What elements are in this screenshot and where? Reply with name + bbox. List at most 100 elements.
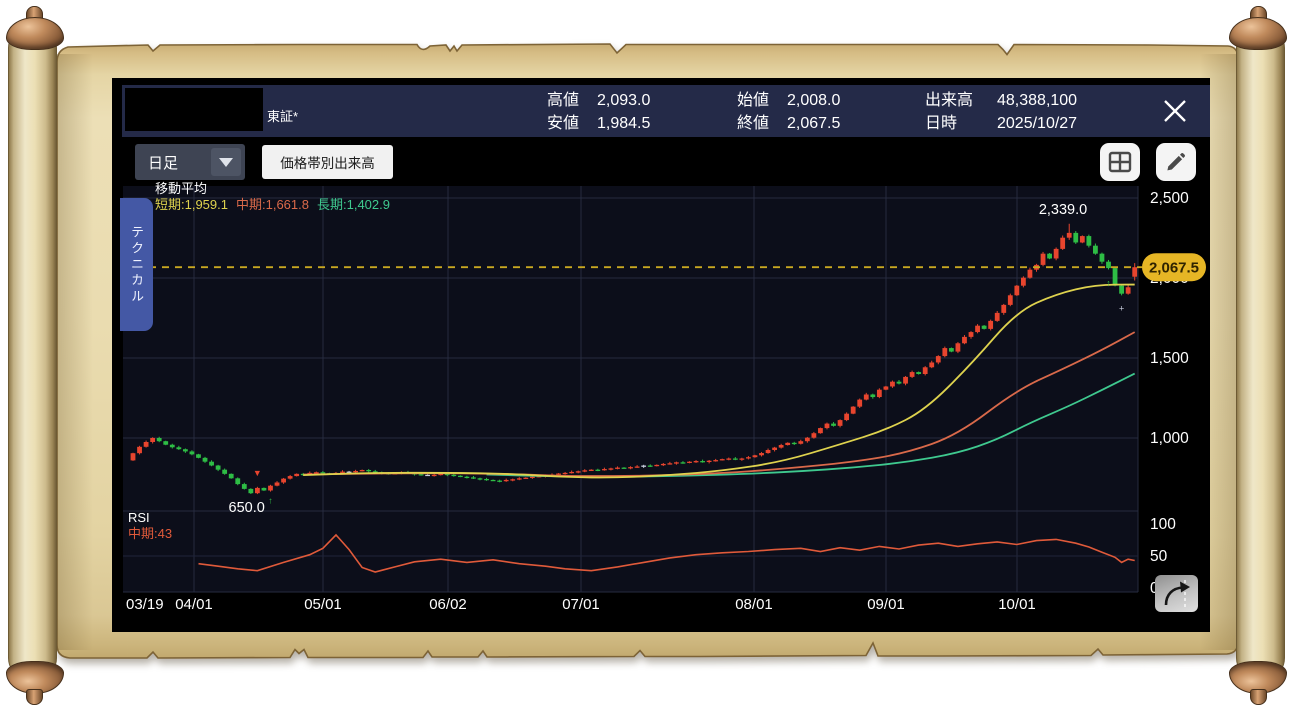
candle-body: [818, 428, 823, 434]
candle-body: [759, 453, 764, 456]
candle-body: [241, 484, 247, 489]
candle-body: [765, 450, 771, 454]
candle-body: [621, 467, 627, 469]
candle-body: [811, 433, 817, 438]
candle-body: [163, 441, 169, 445]
candle-body: [962, 336, 967, 344]
candle-body: [274, 482, 280, 486]
candle-body: [287, 476, 293, 479]
close-value: 2,067.5: [787, 115, 841, 132]
low-label: 安値: [547, 115, 580, 132]
scroll-finial-top-left-cap: [6, 17, 64, 50]
rsi-mid-value: 中期:43: [128, 526, 173, 541]
timeframe-value: 日足: [148, 154, 179, 172]
candle-body: [156, 438, 162, 442]
candle-body: [831, 423, 836, 426]
candle-body: [791, 442, 797, 445]
candle-body: [261, 487, 267, 491]
candle-body: [1079, 236, 1085, 243]
share-arrow-icon: [1164, 580, 1190, 607]
candle-body: [654, 464, 660, 467]
rsi-axis-label: 0: [1150, 580, 1159, 597]
open-value: 2,008.0: [787, 92, 841, 109]
candle-body: [353, 470, 358, 473]
candle-body: [942, 348, 948, 357]
scroll-roller-left: [8, 30, 57, 676]
candle-body: [464, 476, 470, 479]
candle-body: [935, 356, 941, 363]
candle-body: [1119, 285, 1124, 294]
candle-body: [975, 325, 980, 333]
candle-body: [726, 458, 732, 460]
scroll-finial-bottom-right: [1250, 689, 1267, 705]
candle-body: [628, 467, 633, 469]
candle-body: [641, 465, 647, 467]
timeframe-dropdown[interactable]: 日足: [135, 144, 245, 180]
rsi-legend: RSI 中期:43: [128, 510, 172, 542]
candle-body: [575, 471, 581, 473]
candle-body: [209, 461, 214, 466]
ma-legend-title: 移動平均: [155, 181, 208, 196]
candle-body: [680, 462, 686, 464]
candle-body: [202, 457, 208, 462]
x-axis-label: 03/19: [126, 596, 164, 613]
current-price-badge-value: 2,067.5: [1149, 260, 1199, 277]
candle-body: [994, 312, 1000, 321]
candle-body: [1093, 245, 1098, 254]
candle-body: [601, 469, 607, 471]
candle-body: [490, 479, 496, 482]
grid-layout-button[interactable]: [1100, 143, 1140, 181]
candle-body: [510, 479, 516, 481]
share-button[interactable]: [1155, 575, 1198, 612]
candle-body: [948, 348, 954, 352]
draw-tool-button[interactable]: [1156, 143, 1196, 181]
candle-body: [150, 438, 156, 442]
candle-body: [660, 463, 666, 466]
rsi-title: RSI: [128, 510, 150, 525]
candle-body: [228, 473, 234, 479]
candle-body: [857, 399, 863, 407]
candle-body: [1125, 287, 1131, 294]
dropdown-arrow-box: [211, 148, 241, 176]
current-price-badge: [1142, 253, 1206, 282]
candle-body: [968, 332, 974, 337]
candle-body: [516, 478, 522, 480]
candle-body: [615, 467, 620, 469]
candle-body: [1073, 232, 1079, 243]
candle-body: [431, 474, 437, 477]
candle-body: [556, 473, 561, 475]
signal-marker: ▼: [253, 468, 262, 478]
candle-body: [746, 457, 751, 459]
price-axis-label: 2,500: [1150, 190, 1189, 207]
low-value: 1,984.5: [597, 115, 651, 132]
price-axis-label: 1,500: [1150, 350, 1189, 367]
high-annotation: 2,339.0: [1039, 202, 1087, 218]
rsi-axis-label: 100: [1150, 516, 1176, 533]
candle-body: [922, 367, 928, 374]
candle-body: [562, 472, 568, 475]
signal-marker: ↑: [1106, 278, 1111, 288]
candle-body: [313, 472, 319, 474]
candle-body: [1001, 304, 1007, 313]
technical-tab[interactable]: テクニカル: [120, 198, 153, 331]
candle-body: [471, 477, 476, 479]
candle-body: [1066, 232, 1072, 238]
x-axis-label: 06/02: [429, 596, 467, 613]
candle-body: [896, 381, 902, 384]
quote-col-high-low: 高値 2,093.0 安値 1,984.5: [547, 89, 650, 135]
candle-body: [739, 458, 745, 460]
price-chart[interactable]: 03/19 04/01 05/01 06/02 07/01 08/01 09/01 10/01…: [120, 178, 1206, 614]
candle-body: [215, 465, 221, 470]
close-icon: [1164, 100, 1186, 122]
candle-body: [176, 447, 182, 450]
candle-body: [222, 469, 228, 474]
volume-by-price-button[interactable]: 価格帯別出来高: [262, 145, 393, 179]
close-button[interactable]: [1160, 96, 1190, 126]
ma-mid-value: 中期:1,661.8: [236, 197, 309, 212]
candle-body: [425, 474, 431, 477]
candle-body: [1112, 268, 1118, 286]
candle-body: [772, 447, 778, 450]
candle-body: [824, 423, 830, 429]
candle-body: [254, 487, 260, 494]
